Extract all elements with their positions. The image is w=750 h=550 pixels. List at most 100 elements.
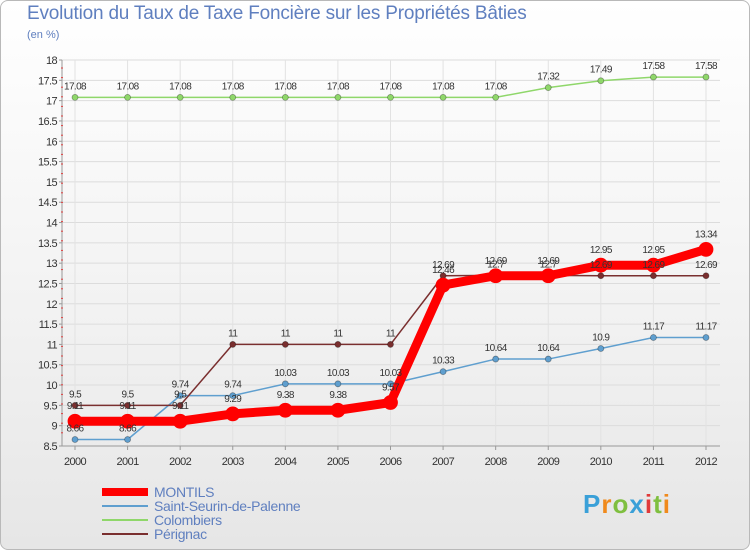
data-label: 12.69 bbox=[590, 260, 613, 271]
data-point bbox=[387, 341, 394, 348]
data-point bbox=[71, 436, 79, 443]
data-label: 12.7 bbox=[540, 259, 558, 270]
y-tick-label: 8.5 bbox=[44, 441, 58, 453]
y-tick-label: 10 bbox=[46, 380, 58, 392]
data-label: 9.5 bbox=[174, 389, 187, 400]
chart-unit-label: (en %) bbox=[27, 29, 60, 41]
data-label: 10.03 bbox=[274, 368, 297, 379]
data-label: 12.46 bbox=[432, 265, 455, 276]
x-tick-label: 2003 bbox=[222, 456, 245, 468]
data-point bbox=[277, 402, 293, 418]
data-point bbox=[702, 334, 710, 341]
data-point bbox=[71, 93, 79, 101]
data-point bbox=[650, 334, 657, 341]
data-label: 12.69 bbox=[642, 260, 665, 271]
data-point bbox=[71, 401, 79, 409]
x-tick-label: 2006 bbox=[379, 456, 402, 468]
data-label: 13.34 bbox=[695, 229, 718, 240]
y-tick-label: 16 bbox=[46, 136, 58, 148]
data-label: 9.5 bbox=[122, 389, 135, 400]
data-label: 12.95 bbox=[642, 245, 665, 256]
x-tick-label: 2001 bbox=[117, 456, 140, 468]
data-label: 12.69 bbox=[537, 256, 560, 267]
y-tick-label: 17.5 bbox=[38, 75, 57, 87]
data-label: 10.33 bbox=[432, 356, 455, 367]
data-label: 17.49 bbox=[590, 65, 613, 76]
data-label: 17.08 bbox=[379, 81, 402, 92]
data-label: 17.58 bbox=[642, 61, 665, 72]
y-tick-label: 18 bbox=[46, 55, 58, 67]
data-point bbox=[172, 413, 188, 429]
x-tick-label: 2004 bbox=[274, 456, 297, 468]
y-tick-label: 13.5 bbox=[38, 238, 57, 250]
x-tick-label: 2010 bbox=[590, 456, 613, 468]
data-label: 17.08 bbox=[327, 81, 350, 92]
data-label: 9.11 bbox=[172, 401, 189, 412]
data-point bbox=[334, 93, 342, 101]
legend-label-0: MONTILS bbox=[154, 484, 214, 500]
data-point bbox=[593, 257, 609, 273]
data-label: 10.64 bbox=[537, 343, 560, 354]
data-point bbox=[124, 401, 131, 409]
data-point bbox=[281, 341, 289, 348]
data-point bbox=[387, 380, 394, 388]
data-point bbox=[439, 368, 447, 376]
data-point bbox=[281, 380, 289, 388]
legend-label-2: Colombiers bbox=[154, 512, 222, 528]
y-tick-label: 15.5 bbox=[38, 157, 57, 169]
data-point bbox=[544, 84, 552, 92]
data-label: 12.69 bbox=[432, 260, 455, 271]
data-label: 17.08 bbox=[222, 81, 245, 92]
x-tick-label: 2000 bbox=[64, 456, 87, 468]
data-label: 10.9 bbox=[592, 332, 610, 343]
data-point bbox=[435, 277, 451, 293]
data-point bbox=[597, 345, 605, 352]
data-label: 17.08 bbox=[169, 81, 192, 92]
data-point bbox=[229, 93, 237, 101]
logo-letter: i bbox=[644, 489, 654, 519]
data-point bbox=[702, 73, 710, 81]
data-label: 17.08 bbox=[64, 81, 87, 92]
data-label: 11 bbox=[228, 328, 238, 339]
y-tick-label: 15 bbox=[46, 177, 58, 189]
data-point bbox=[225, 406, 241, 422]
data-label: 11 bbox=[281, 328, 291, 339]
data-point bbox=[229, 341, 237, 348]
data-label: 8.66 bbox=[66, 423, 84, 434]
data-label: 17.08 bbox=[117, 81, 140, 92]
data-point bbox=[334, 380, 342, 388]
data-label: 17.08 bbox=[485, 81, 508, 92]
y-tick-label: 14.5 bbox=[38, 197, 57, 209]
x-tick-label: 2009 bbox=[537, 456, 560, 468]
data-label: 17.32 bbox=[537, 72, 560, 83]
data-label: 12.69 bbox=[695, 260, 718, 271]
data-label: 11.17 bbox=[695, 322, 717, 333]
data-point bbox=[176, 392, 184, 400]
data-label: 9.38 bbox=[277, 390, 295, 401]
data-label: 9.38 bbox=[329, 390, 347, 401]
x-tick-label: 2008 bbox=[485, 456, 508, 468]
data-point bbox=[229, 392, 237, 400]
data-label: 9.29 bbox=[224, 394, 242, 405]
proxiti-logo: Proxiti bbox=[583, 489, 671, 520]
data-point bbox=[597, 77, 605, 85]
y-tick-label: 9 bbox=[51, 421, 57, 433]
y-tick-label: 11 bbox=[47, 339, 58, 351]
y-tick-label: 14 bbox=[46, 218, 58, 230]
data-label: 9.11 bbox=[67, 401, 84, 412]
data-label: 9.11 bbox=[119, 401, 136, 412]
logo-letter: P bbox=[583, 489, 602, 519]
data-point bbox=[650, 272, 657, 280]
logo-letter: t bbox=[653, 489, 663, 519]
data-point bbox=[387, 93, 394, 101]
data-point bbox=[597, 272, 605, 280]
data-label: 17.08 bbox=[274, 81, 297, 92]
data-label: 12.95 bbox=[590, 245, 613, 256]
data-point bbox=[492, 93, 500, 101]
legend-label-1: Saint-Seurin-de-Palenne bbox=[154, 498, 301, 514]
data-point bbox=[698, 241, 714, 257]
logo-letter: o bbox=[612, 489, 630, 519]
axes: 8.5 9 9.5 10 10.5 11 11.5 12 12.5 13 13.5 14 14.5 15 1… bbox=[38, 55, 720, 468]
logo-letter: i bbox=[662, 489, 671, 519]
